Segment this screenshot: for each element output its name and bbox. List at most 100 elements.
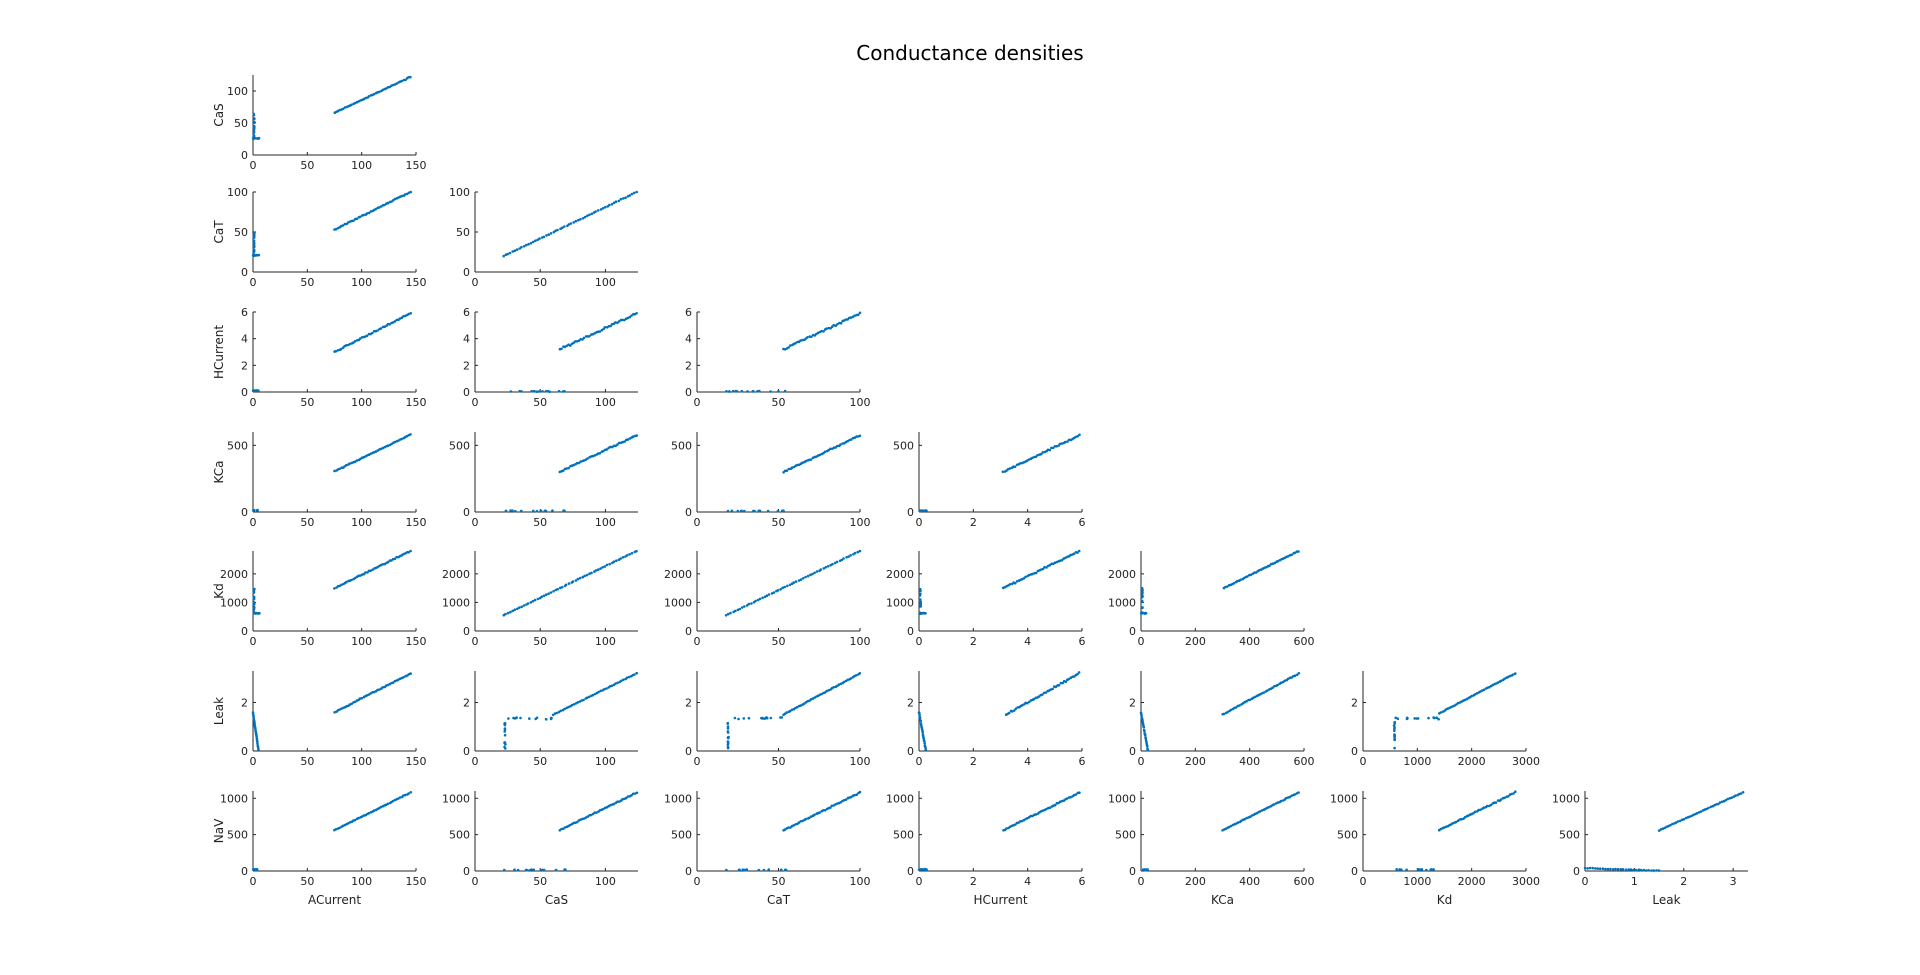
data-point xyxy=(381,686,385,689)
data-point xyxy=(1288,795,1292,799)
x-tick-label: 50 xyxy=(533,516,547,529)
data-point xyxy=(626,795,630,798)
data-point xyxy=(1008,583,1012,586)
y-axis-label: NaV xyxy=(212,818,226,843)
data-point xyxy=(1512,792,1515,795)
x-tick-label: 100 xyxy=(595,875,616,888)
data-point xyxy=(853,314,856,318)
panel-kd-vs-acurrent: 0 50 100 150 0 1000 2000 Kd xyxy=(212,549,427,648)
data-point xyxy=(376,329,379,332)
data-point xyxy=(534,239,537,242)
data-point xyxy=(254,253,258,257)
data-point xyxy=(358,574,362,577)
data-point xyxy=(1236,821,1240,824)
x-tick-label: 50 xyxy=(772,875,786,888)
panel-leak-vs-acurrent: 0 50 100 150 0 2 Leak xyxy=(212,671,427,768)
y-tick-label: 500 xyxy=(449,439,470,452)
data-point xyxy=(578,576,582,580)
scatter-points xyxy=(725,311,862,393)
data-point xyxy=(1496,681,1500,684)
x-tick-label: 200 xyxy=(1185,875,1206,888)
data-point xyxy=(518,389,521,393)
data-point xyxy=(743,605,746,608)
data-point xyxy=(1145,868,1148,871)
x-tick-label: 1 xyxy=(1631,875,1638,888)
data-point xyxy=(585,696,589,699)
data-point xyxy=(503,722,507,725)
data-point xyxy=(252,715,255,719)
y-tick-label: 0 xyxy=(907,865,914,878)
data-point xyxy=(529,601,533,604)
data-point xyxy=(832,686,835,689)
x-tick-label: 0 xyxy=(472,875,479,888)
data-point xyxy=(624,796,628,800)
data-point xyxy=(595,811,598,814)
data-point xyxy=(503,727,507,730)
data-point xyxy=(772,591,776,594)
data-point xyxy=(1487,685,1491,689)
x-tick-label: 4 xyxy=(1024,755,1031,768)
x-tick-label: 0 xyxy=(1138,635,1145,648)
x-tick-label: 0 xyxy=(250,755,257,768)
data-point xyxy=(750,602,753,605)
data-point xyxy=(1283,679,1286,683)
data-point xyxy=(1061,681,1064,685)
y-tick-label: 0 xyxy=(463,745,470,758)
y-tick-label: 2 xyxy=(685,359,692,372)
data-point xyxy=(599,208,603,211)
data-point xyxy=(1642,868,1646,872)
data-point xyxy=(1014,707,1018,711)
data-point xyxy=(605,563,609,567)
data-point xyxy=(1078,433,1081,437)
panel-leak-vs-hcurrent: 0 2 4 6 0 2 xyxy=(907,671,1086,768)
data-point xyxy=(599,567,602,570)
scatter-points xyxy=(725,790,862,872)
data-point xyxy=(788,709,792,713)
data-point xyxy=(542,594,546,598)
data-point xyxy=(253,722,256,725)
x-tick-label: 150 xyxy=(406,159,427,172)
x-tick-label: 100 xyxy=(351,755,372,768)
y-tick-label: 2 xyxy=(241,359,248,372)
data-point xyxy=(576,701,580,704)
data-point xyxy=(403,793,407,797)
data-point xyxy=(830,804,834,808)
data-point xyxy=(400,194,404,198)
y-tick-label: 0 xyxy=(463,266,470,279)
data-point xyxy=(787,467,791,471)
data-point xyxy=(610,202,614,206)
y-tick-label: 1000 xyxy=(1552,792,1580,805)
data-point xyxy=(1671,822,1674,826)
data-point xyxy=(1074,793,1078,796)
data-point xyxy=(533,598,537,602)
data-point xyxy=(601,207,605,210)
y-tick-label: 0 xyxy=(463,865,470,878)
data-point xyxy=(921,730,924,734)
data-point xyxy=(765,716,769,720)
data-point xyxy=(1053,803,1057,807)
data-point xyxy=(1271,686,1274,689)
data-point xyxy=(1396,717,1400,720)
data-point xyxy=(795,463,799,467)
x-tick-label: 50 xyxy=(300,635,314,648)
data-point xyxy=(726,743,730,747)
panel-hcurrent-vs-cas: 0 50 100 0 2 4 6 xyxy=(463,306,638,409)
data-point xyxy=(526,602,530,605)
data-point xyxy=(563,826,567,829)
data-point xyxy=(782,509,785,513)
x-tick-label: 0 xyxy=(472,396,479,409)
data-point xyxy=(1655,869,1658,872)
data-point xyxy=(923,742,926,745)
data-point xyxy=(779,716,782,719)
panel-kd-vs-kca: 0 200 400 600 0 1000 2000 xyxy=(1108,550,1315,648)
data-point xyxy=(598,330,602,333)
data-point xyxy=(824,566,828,569)
data-point xyxy=(1678,819,1682,823)
data-point xyxy=(367,95,371,98)
data-point xyxy=(792,581,796,584)
data-point xyxy=(1417,868,1420,871)
data-point xyxy=(635,671,638,675)
data-point xyxy=(813,813,816,817)
data-point xyxy=(738,868,741,872)
data-point xyxy=(840,558,844,562)
